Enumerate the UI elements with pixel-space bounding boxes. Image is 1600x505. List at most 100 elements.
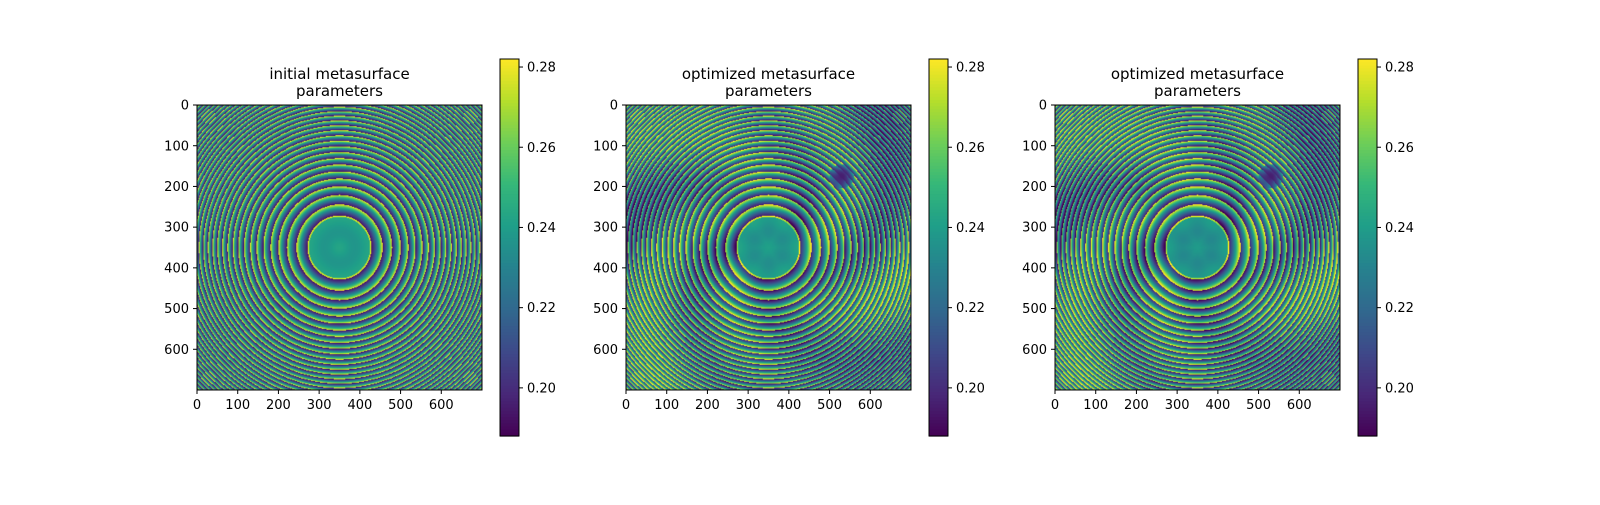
colorbar-segment — [1358, 304, 1377, 308]
colorbar-segment — [929, 404, 948, 409]
colorbar-segment — [929, 112, 948, 117]
colorbar-segment — [1358, 395, 1377, 399]
y-tick-label: 100 — [1022, 139, 1047, 154]
colorbar-segment — [1358, 74, 1377, 79]
colorbar-segment — [500, 62, 519, 66]
colorbar-segment — [1358, 80, 1377, 85]
colorbar-segment — [500, 385, 519, 390]
colorbar-segment — [929, 228, 948, 233]
colorbar-tick-label: 0.24 — [956, 221, 985, 236]
colorbar-segment — [1358, 360, 1377, 365]
colorbar-segment — [500, 168, 519, 173]
heatmap-image — [626, 105, 911, 390]
colorbar-segment — [1358, 146, 1377, 151]
colorbar-segment — [929, 216, 948, 220]
y-tick-label: 0 — [1039, 99, 1047, 114]
colorbar-segment — [929, 266, 948, 271]
colorbar-segment — [1358, 429, 1377, 434]
colorbar: 0.20 0.22 0.24 0.26 0.28 — [1357, 58, 1414, 437]
colorbar-segment — [500, 335, 519, 340]
colorbar-tick-label: 0.22 — [1385, 301, 1414, 316]
colorbar-segment — [500, 326, 519, 330]
colorbar-segment — [1358, 326, 1377, 330]
colorbar-segment — [929, 219, 948, 223]
colorbar-segment — [1358, 272, 1377, 277]
colorbar-segment — [500, 382, 519, 387]
colorbar-segment — [500, 304, 519, 308]
colorbar-segment — [1358, 338, 1377, 343]
colorbar-segment — [500, 348, 519, 352]
colorbar-segment — [1358, 256, 1377, 261]
colorbar-segment — [500, 175, 519, 179]
colorbar-tick-label: 0.20 — [527, 381, 556, 396]
colorbar-segment — [1358, 300, 1377, 305]
colorbar-segment — [500, 429, 519, 434]
colorbar-segment — [500, 172, 519, 176]
colorbar-segment — [500, 241, 519, 245]
colorbar-segment — [500, 322, 519, 327]
colorbar-segment — [929, 363, 948, 368]
y-tick-label: 100 — [593, 139, 618, 154]
colorbar-segment — [1358, 348, 1377, 352]
colorbar-segment — [929, 146, 948, 151]
colorbar-segment — [929, 209, 948, 214]
colorbar-segment — [500, 99, 519, 104]
colorbar-segment — [500, 341, 519, 346]
colorbar-segment — [500, 203, 519, 208]
colorbar-segment — [929, 165, 948, 170]
colorbar-segment — [1358, 241, 1377, 245]
y-tick-label: 300 — [164, 221, 189, 236]
colorbar-segment — [1358, 209, 1377, 214]
colorbar-segment — [1358, 115, 1377, 120]
colorbar-segment — [500, 216, 519, 220]
colorbar-segment — [500, 153, 519, 157]
colorbar-segment — [500, 432, 519, 437]
colorbar-segment — [929, 329, 948, 333]
colorbar-segment — [1358, 172, 1377, 176]
colorbar-segment — [929, 338, 948, 343]
colorbar-segment — [929, 256, 948, 261]
colorbar-segment — [929, 99, 948, 104]
colorbar-segment — [929, 65, 948, 70]
x-tick-label: 0 — [1051, 398, 1059, 413]
colorbar-segment — [500, 140, 519, 145]
colorbar-segment — [500, 77, 519, 82]
colorbar-segment — [929, 423, 948, 428]
colorbar-segment — [500, 316, 519, 321]
colorbar-segment — [500, 143, 519, 148]
colorbar-segment — [500, 392, 519, 396]
colorbar-segment — [500, 351, 519, 355]
y-tick-label: 300 — [1022, 221, 1047, 236]
x-tick-label: 0 — [193, 398, 201, 413]
colorbar-segment — [1358, 253, 1377, 258]
y-tick-label: 400 — [593, 261, 618, 276]
colorbar-segment — [929, 300, 948, 305]
x-tick-label: 300 — [307, 398, 332, 413]
colorbar-segment — [929, 102, 948, 107]
colorbar-segment — [1358, 335, 1377, 340]
colorbar-segment — [929, 175, 948, 179]
colorbar-segment — [1358, 99, 1377, 104]
colorbar-segment — [929, 348, 948, 352]
colorbar-segment — [1358, 344, 1377, 349]
y-tick-label: 400 — [164, 261, 189, 276]
colorbar-segment — [500, 401, 519, 406]
y-tick-label: 200 — [1022, 180, 1047, 195]
y-tick-label: 500 — [593, 302, 618, 317]
x-tick-label: 500 — [388, 398, 413, 413]
colorbar-segment — [929, 178, 948, 183]
colorbar-segment — [929, 313, 948, 318]
colorbar-segment — [500, 253, 519, 258]
colorbar-segment — [929, 253, 948, 258]
y-tick-label: 0 — [610, 99, 618, 114]
colorbar-segment — [500, 244, 519, 249]
colorbar-segment — [1358, 376, 1377, 381]
colorbar-tick-label: 0.20 — [1385, 381, 1414, 396]
colorbar-segment — [1358, 121, 1377, 126]
colorbar-tick-label: 0.28 — [956, 61, 985, 76]
heatmap-image — [197, 105, 482, 390]
colorbar-segment — [1358, 206, 1377, 211]
colorbar-segment — [500, 329, 519, 333]
